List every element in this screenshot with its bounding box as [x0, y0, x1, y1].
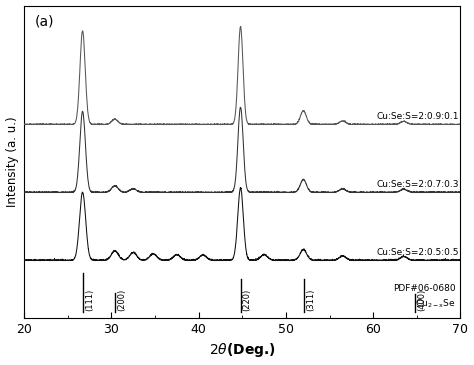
X-axis label: $2\theta$(Deg.): $2\theta$(Deg.): [209, 341, 276, 360]
Text: (400): (400): [417, 289, 426, 311]
Text: (a): (a): [35, 15, 55, 29]
Text: PDF#06-0680
$\mathregular{Cu_{2-x}}$Se: PDF#06-0680 $\mathregular{Cu_{2-x}}$Se: [393, 284, 456, 310]
Y-axis label: Intensity (a. u.): Intensity (a. u.): [6, 116, 18, 207]
Text: Cu:Se:S=2:0.5:0.5: Cu:Se:S=2:0.5:0.5: [376, 248, 459, 257]
Text: (220): (220): [243, 289, 252, 311]
Text: (311): (311): [306, 288, 315, 311]
Text: Cu:Se:S=2:0.7:0.3: Cu:Se:S=2:0.7:0.3: [376, 180, 459, 189]
Text: Cu:Se:S=2:0.9:0.1: Cu:Se:S=2:0.9:0.1: [376, 112, 459, 121]
Text: (200): (200): [117, 289, 126, 311]
Text: (111): (111): [85, 289, 94, 311]
